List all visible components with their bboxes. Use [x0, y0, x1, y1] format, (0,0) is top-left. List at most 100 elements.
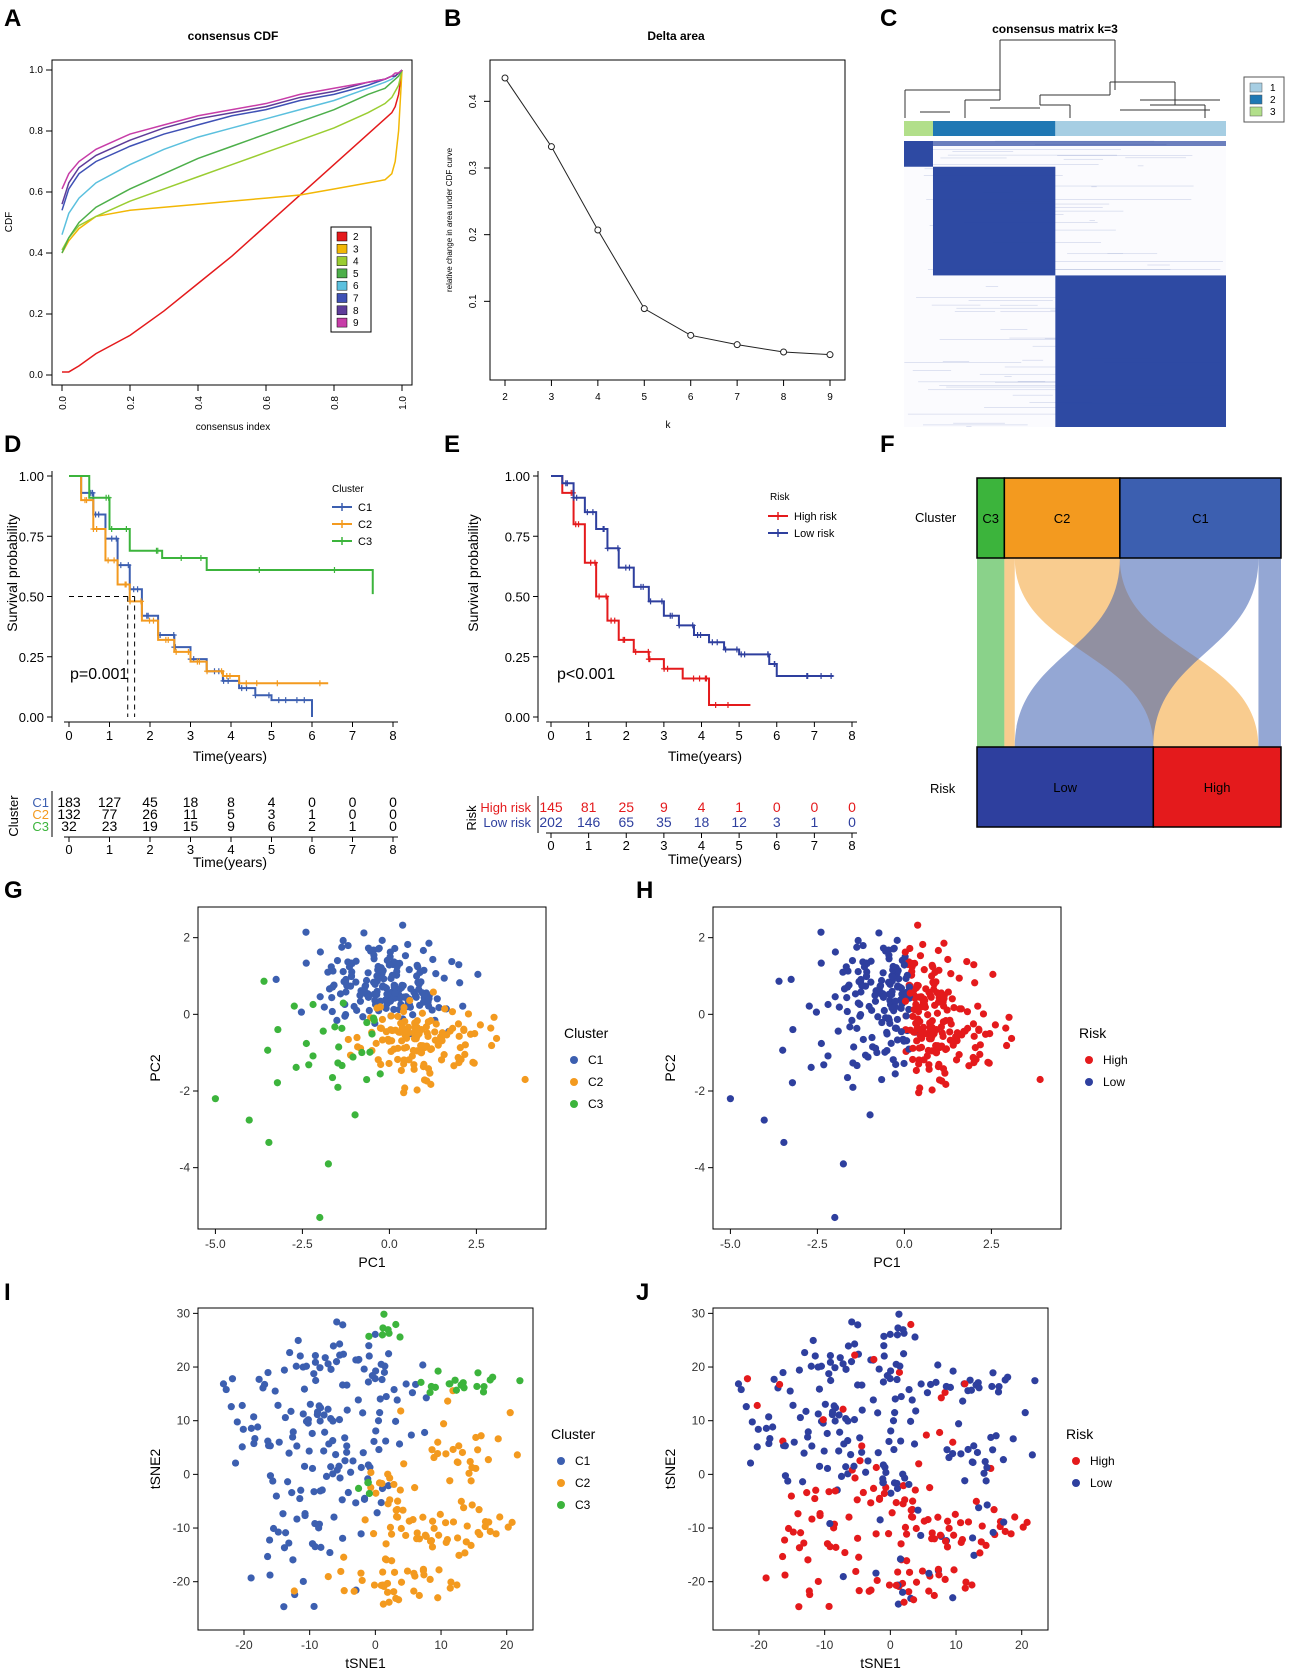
- data-point: [978, 1522, 986, 1530]
- data-point: [484, 1456, 492, 1464]
- data-point: [857, 975, 865, 984]
- legend-title: Cluster: [564, 1025, 609, 1041]
- data-point: [426, 1045, 435, 1054]
- data-point: [909, 1044, 917, 1052]
- censor-mark: [81, 497, 88, 504]
- data-point: [474, 1369, 482, 1377]
- data-point: [872, 1569, 880, 1577]
- panel-f-sankey: C3 C2 C1 Low High Cluster Risk: [915, 477, 1282, 828]
- data-point: [487, 1041, 496, 1050]
- x-tick-label: -10: [301, 1638, 319, 1652]
- data-point: [300, 1385, 309, 1393]
- data-point: [804, 1428, 812, 1436]
- data-point: [347, 1468, 355, 1476]
- data-point: [859, 1035, 867, 1044]
- data-point: [417, 1378, 425, 1386]
- data-point: [963, 1008, 972, 1016]
- data-point: [297, 1008, 306, 1016]
- x-tick-label: 20: [500, 1638, 514, 1652]
- risk-table-x-tick-label: 3: [660, 838, 667, 853]
- data-point: [361, 1516, 369, 1524]
- panel-d-xlabel: Time(years): [193, 748, 267, 764]
- data-point: [824, 1052, 832, 1060]
- risk-table-x-tick-label: 1: [585, 838, 592, 853]
- data-point: [390, 1480, 398, 1489]
- data-point: [219, 1380, 228, 1388]
- data-point: [382, 1004, 390, 1012]
- data-point: [385, 961, 393, 969]
- data-point: [778, 1552, 787, 1561]
- censor-mark: [274, 680, 281, 687]
- data-point: [292, 1063, 300, 1071]
- data-point: [843, 1073, 852, 1082]
- panel-d-legend-title: Cluster: [332, 484, 364, 495]
- data-point: [366, 1048, 374, 1056]
- data-point: [945, 1524, 953, 1532]
- data-point: [746, 1459, 755, 1467]
- data-point: [426, 1537, 435, 1545]
- data-point: [421, 1428, 429, 1437]
- data-point: [450, 1062, 458, 1070]
- censor-mark: [282, 697, 289, 704]
- data-point: [913, 981, 921, 989]
- risk-table-value: 202: [539, 814, 563, 830]
- data-point: [851, 1351, 859, 1359]
- data-point: [222, 1385, 230, 1394]
- data-point: [383, 1588, 392, 1596]
- data-point: [284, 1478, 292, 1486]
- data-point: [914, 1506, 922, 1514]
- data-point: [849, 1083, 857, 1091]
- data-point: [853, 943, 861, 951]
- data-point: [321, 1428, 329, 1436]
- x-tick-label: 0.0: [896, 1237, 913, 1251]
- y-tick-label: 10: [692, 1414, 706, 1428]
- data-point: [362, 976, 371, 985]
- data-point: [883, 1372, 891, 1380]
- data-point: [905, 1385, 913, 1394]
- legend-swatch: [336, 256, 348, 266]
- data-point: [868, 1006, 876, 1014]
- data-point: [302, 1039, 310, 1048]
- x-tick-label: 0.4: [194, 396, 205, 410]
- data-point: [955, 974, 963, 982]
- data-point: [316, 1364, 324, 1372]
- y-tick-label: 10: [177, 1414, 191, 1428]
- data-point: [365, 1489, 373, 1498]
- data-point: [885, 1437, 893, 1446]
- data-point: [882, 1468, 890, 1477]
- x-tick-label: 8: [389, 728, 396, 743]
- data-point: [897, 1540, 905, 1548]
- y-tick-label: -10: [173, 1521, 191, 1535]
- censor-mark: [117, 562, 124, 569]
- data-point: [823, 1464, 832, 1473]
- data-point: [853, 1496, 861, 1504]
- data-point: [1009, 1435, 1017, 1443]
- data-point: [343, 1406, 351, 1414]
- data-point: [274, 1401, 282, 1409]
- censor-mark: [238, 685, 245, 692]
- x-tick-label: 0: [547, 728, 554, 743]
- data-point: [934, 1513, 942, 1521]
- data-point: [380, 1368, 389, 1376]
- x-tick-label: 10: [434, 1638, 448, 1652]
- data-point: [972, 1497, 980, 1505]
- data-point: [289, 1428, 297, 1436]
- data-point: [340, 1553, 348, 1561]
- data-point: [874, 1449, 882, 1457]
- data-point: [310, 1370, 318, 1378]
- data-point: [906, 1417, 915, 1425]
- data-point: [742, 1403, 750, 1411]
- x-tick-label: 5: [642, 392, 648, 403]
- panel-d-table-title: Cluster: [6, 795, 21, 837]
- data-point: [443, 1535, 452, 1544]
- data-point: [446, 1380, 454, 1388]
- y-tick-label: 20: [177, 1360, 191, 1374]
- data-point: [460, 1504, 468, 1512]
- data-point: [343, 1448, 351, 1456]
- panel-e-xlabel: Time(years): [668, 748, 742, 764]
- data-point: [893, 1375, 901, 1384]
- data-point: [912, 1066, 920, 1075]
- data-point: [272, 1492, 280, 1500]
- data-point: [266, 1472, 275, 1480]
- censor-mark: [138, 598, 145, 605]
